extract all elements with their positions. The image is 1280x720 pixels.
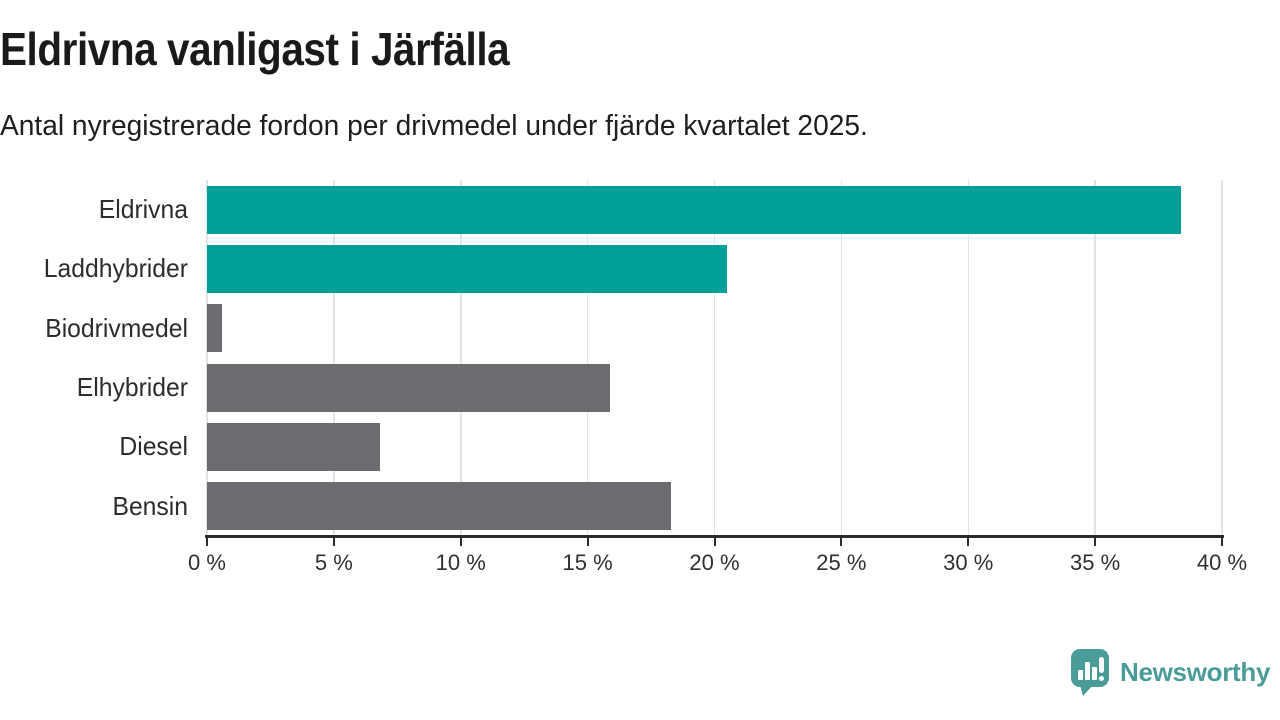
gridline xyxy=(840,180,843,536)
x-axis-tick xyxy=(1221,538,1223,546)
x-axis-tick-label: 30 % xyxy=(943,550,994,575)
x-axis-tick xyxy=(840,538,843,546)
newsworthy-logo-icon xyxy=(1071,649,1109,696)
x-axis-tick xyxy=(459,538,462,546)
gridline xyxy=(333,180,335,536)
x-axis-tick-label: 40 % xyxy=(1196,550,1248,575)
x-axis-tick-label: 10 % xyxy=(435,550,486,575)
bar xyxy=(207,482,672,531)
x-axis-tick xyxy=(206,538,208,546)
gridline xyxy=(1221,180,1223,536)
x-axis-tick xyxy=(586,538,589,546)
plot-area xyxy=(206,180,1223,536)
x-axis-tick-label: 5 % xyxy=(314,550,353,575)
gridline xyxy=(967,180,969,536)
x-axis-tick-label: 20 % xyxy=(689,550,740,575)
gridline xyxy=(460,180,462,536)
x-axis-tick-label: 25 % xyxy=(816,550,867,575)
bar xyxy=(207,304,223,353)
bar xyxy=(207,363,611,412)
x-axis-tick xyxy=(1094,538,1097,546)
x-axis-tick-label: 15 % xyxy=(562,550,613,575)
x-axis-tick xyxy=(332,538,335,546)
newsworthy-logo: Newsworthy xyxy=(1070,649,1270,696)
bar xyxy=(207,185,1182,234)
bar xyxy=(207,423,380,471)
x-axis-tick xyxy=(713,538,716,546)
newsworthy-logo-text: Newsworthy xyxy=(1120,657,1271,687)
x-axis-tick xyxy=(967,538,970,546)
category-label: Eldrivna xyxy=(98,194,188,225)
x-axis-line xyxy=(205,535,1224,538)
bar xyxy=(207,245,728,293)
gridline xyxy=(713,180,716,536)
category-label: Laddhybrider xyxy=(43,253,189,284)
category-label: Biodrivmedel xyxy=(45,312,189,343)
x-axis-tick-label: 35 % xyxy=(1070,550,1121,575)
category-label: Elhybrider xyxy=(76,372,188,403)
x-axis-tick-label: 0 % xyxy=(188,550,226,575)
category-label: Bensin xyxy=(112,490,188,521)
gridline xyxy=(206,180,208,536)
chart-title: Eldrivna vanligast i Järfälla xyxy=(0,23,510,75)
gridline xyxy=(1094,180,1096,536)
gridline xyxy=(586,180,589,536)
bar-chart: Eldrivna Laddhybrider Biodrivmedel Elhybrid… xyxy=(0,180,1280,590)
category-label: Diesel xyxy=(119,431,188,462)
chart-subtitle: Antal nyregistrerade fordon per drivmede… xyxy=(0,110,868,142)
